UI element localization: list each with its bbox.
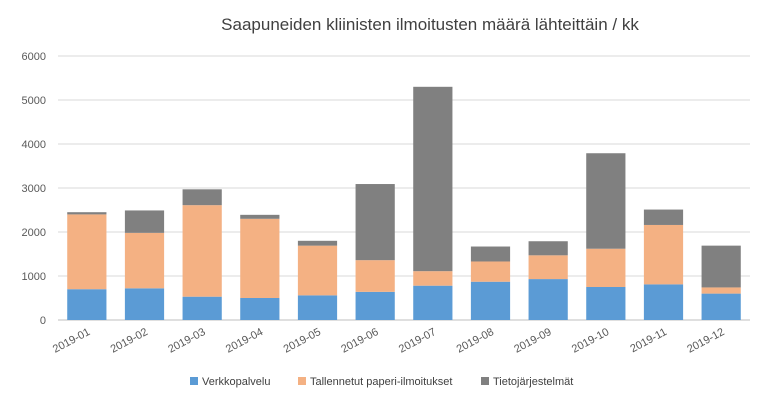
bar-tallennetut-paperi-ilmoitukset-2019-09	[528, 255, 568, 280]
bar-tietoj-rjestelm-t-2019-09	[528, 241, 568, 256]
bar-verkkopalvelu-2019-10	[586, 287, 626, 320]
y-tick-label: 6000	[22, 51, 46, 63]
bar-tallennetut-paperi-ilmoitukset-2019-08	[470, 261, 511, 282]
x-tick-label: 2019-08	[455, 326, 496, 356]
bar-verkkopalvelu-2019-12	[701, 293, 741, 320]
x-tick-label: 2019-04	[224, 326, 265, 356]
gridlines	[58, 55, 750, 321]
legend-swatch	[481, 377, 489, 385]
bar-tallennetut-paperi-ilmoitukset-2019-04	[240, 218, 280, 298]
x-tick-label: 2019-06	[339, 326, 380, 356]
legend-swatch	[190, 377, 198, 385]
bar-tietoj-rjestelm-t-2019-07	[413, 86, 453, 272]
bar-verkkopalvelu-2019-01	[67, 289, 107, 320]
bar-tallennetut-paperi-ilmoitukset-2019-06	[355, 260, 395, 292]
legend-label: Verkkopalvelu	[202, 376, 271, 388]
bar-tietoj-rjestelm-t-2019-08	[470, 246, 511, 262]
legend-label: Tietojärjestelmät	[493, 376, 573, 388]
bar-verkkopalvelu-2019-03	[182, 296, 222, 320]
x-tick-label: 2019-11	[628, 326, 669, 355]
bar-tietoj-rjestelm-t-2019-12	[701, 245, 741, 288]
bar-tallennetut-paperi-ilmoitukset-2019-01	[67, 214, 107, 290]
y-tick-label: 4000	[22, 139, 46, 151]
bar-verkkopalvelu-2019-08	[470, 281, 511, 320]
bar-verkkopalvelu-2019-02	[124, 288, 165, 320]
x-tick-label: 2019-05	[282, 326, 323, 356]
bar-verkkopalvelu-2019-11	[643, 284, 684, 320]
x-tick-label: 2019-02	[109, 326, 150, 356]
bar-tallennetut-paperi-ilmoitukset-2019-07	[413, 271, 453, 286]
y-tick-label: 1000	[22, 271, 46, 283]
x-tick-label: 2019-03	[166, 326, 207, 356]
x-tick-label: 2019-10	[570, 326, 611, 356]
x-axis: 2019-01 2019-02 2019-03 2019-04 2019-05 2019-…	[51, 326, 727, 356]
bar-verkkopalvelu-2019-07	[413, 285, 453, 320]
y-tick-label: 5000	[22, 95, 46, 107]
bar-tietoj-rjestelm-t-2019-02	[124, 210, 165, 233]
bar-tietoj-rjestelm-t-2019-11	[643, 209, 684, 225]
bar-verkkopalvelu-2019-04	[240, 298, 280, 320]
x-tick-label: 2019-12	[685, 326, 726, 356]
bar-tallennetut-paperi-ilmoitukset-2019-05	[297, 245, 338, 296]
x-tick-label: 2019-07	[397, 326, 438, 356]
bar-tallennetut-paperi-ilmoitukset-2019-03	[182, 205, 222, 297]
bars	[67, 86, 741, 320]
legend-label: Tallennetut paperi-ilmoitukset	[310, 376, 452, 388]
y-axis: 0 1000 2000 3000 4000 5000 6000	[22, 51, 46, 327]
chart-title: Saapuneiden kliinisten ilmoitusten määrä…	[221, 15, 639, 34]
x-tick-label: 2019-01	[51, 326, 92, 356]
bar-verkkopalvelu-2019-05	[297, 295, 338, 320]
bar-tietoj-rjestelm-t-2019-01	[67, 212, 107, 215]
bar-tallennetut-paperi-ilmoitukset-2019-10	[586, 248, 626, 287]
y-tick-label: 2000	[22, 227, 46, 239]
legend-swatch	[298, 377, 306, 385]
y-tick-label: 3000	[22, 183, 46, 195]
y-tick-label: 0	[40, 315, 46, 327]
bar-tietoj-rjestelm-t-2019-10	[586, 153, 626, 249]
bar-verkkopalvelu-2019-06	[355, 291, 395, 320]
bar-tallennetut-paperi-ilmoitukset-2019-11	[643, 224, 684, 285]
bar-tallennetut-paperi-ilmoitukset-2019-12	[701, 287, 741, 294]
bar-tietoj-rjestelm-t-2019-05	[297, 240, 338, 246]
x-tick-label: 2019-09	[512, 326, 553, 356]
bar-tietoj-rjestelm-t-2019-03	[182, 189, 222, 206]
bar-tallennetut-paperi-ilmoitukset-2019-02	[124, 232, 165, 289]
bar-tietoj-rjestelm-t-2019-06	[355, 184, 395, 261]
bar-tietoj-rjestelm-t-2019-04	[240, 214, 280, 219]
bar-verkkopalvelu-2019-09	[528, 279, 568, 320]
legend: Verkkopalvelu Tallennetut paperi-ilmoituk…	[190, 376, 573, 388]
